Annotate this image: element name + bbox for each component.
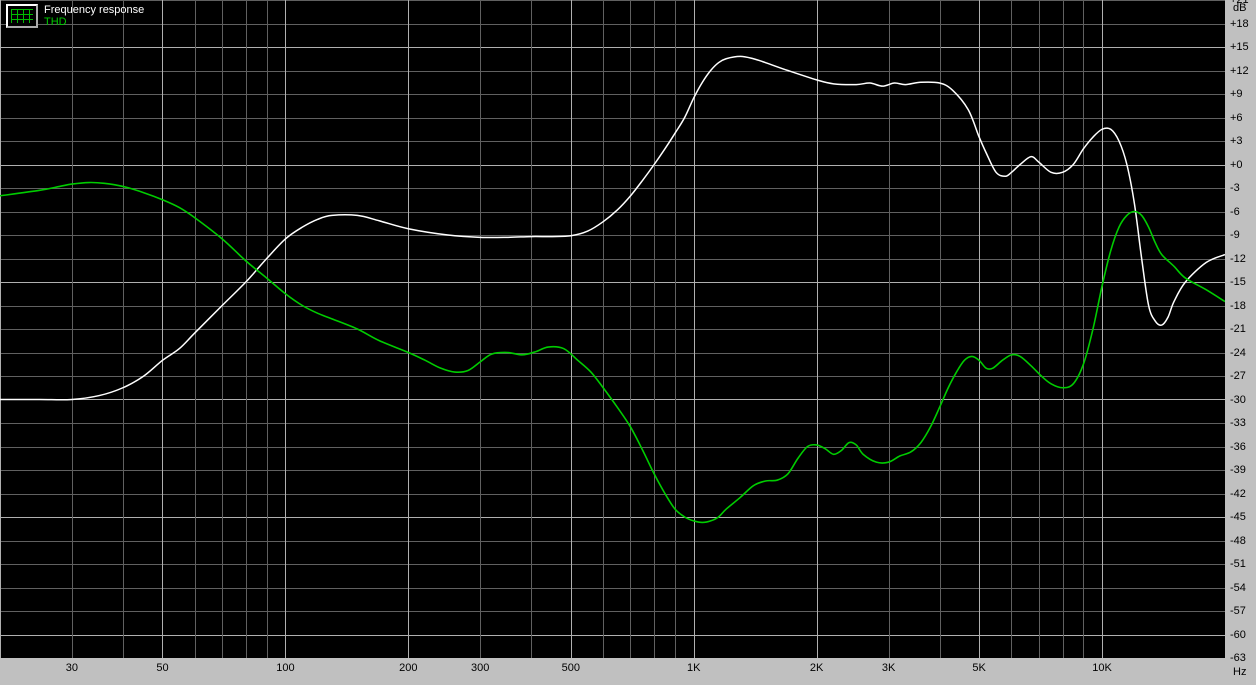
x-tick-label: 200 [399,662,417,674]
legend-item: THD [44,16,144,28]
y-tick-label: +15 [1230,41,1249,53]
y-tick-label: -12 [1230,253,1246,265]
y-tick-label: +12 [1230,65,1249,77]
y-tick-label: -39 [1230,464,1246,476]
y-tick-label: +18 [1230,18,1249,30]
y-tick-label: -3 [1230,182,1240,194]
y-tick-label: -51 [1230,558,1246,570]
x-tick-label: 300 [471,662,489,674]
x-tick-label: 10K [1092,662,1112,674]
y-tick-label: +6 [1230,112,1243,124]
y-tick-label: -54 [1230,582,1246,594]
x-tick-label: 5K [972,662,985,674]
y-tick-label: +21 [1230,0,1249,6]
y-tick-label: -36 [1230,441,1246,453]
x-tick-label: 500 [562,662,580,674]
y-tick-label: -45 [1230,511,1246,523]
x-tick-label: 3K [882,662,895,674]
x-tick-label: 2K [810,662,823,674]
y-tick-label: -15 [1230,276,1246,288]
y-tick-label: -60 [1230,629,1246,641]
x-tick-label: 50 [156,662,168,674]
series-thd [0,182,1225,522]
legend-item: Frequency response [44,4,144,16]
x-tick-label: 1K [687,662,700,674]
y-tick-label: +0 [1230,159,1243,171]
y-tick-label: -48 [1230,535,1246,547]
y-tick-label: -30 [1230,394,1246,406]
x-tick-label: 30 [66,662,78,674]
series-frequency-response [0,56,1225,399]
x-axis-unit: Hz [1233,666,1246,678]
x-tick-label: 100 [276,662,294,674]
legend: Frequency responseTHD [6,4,144,28]
y-tick-label: +9 [1230,88,1243,100]
y-tick-label: -63 [1230,652,1246,664]
chart-frame: Frequency responseTHD dB Hz +21+18+15+12… [0,0,1256,685]
y-tick-label: -24 [1230,347,1246,359]
y-tick-label: -33 [1230,417,1246,429]
y-tick-label: -6 [1230,206,1240,218]
plot-area: Frequency responseTHD [0,0,1225,658]
y-tick-label: -27 [1230,370,1246,382]
series-layer [0,0,1225,658]
y-tick-label: -18 [1230,300,1246,312]
legend-text: Frequency responseTHD [44,4,144,28]
y-tick-label: -57 [1230,605,1246,617]
grid-icon [6,4,38,28]
y-tick-label: -21 [1230,323,1246,335]
y-tick-label: +3 [1230,135,1243,147]
y-tick-label: -9 [1230,229,1240,241]
y-tick-label: -42 [1230,488,1246,500]
